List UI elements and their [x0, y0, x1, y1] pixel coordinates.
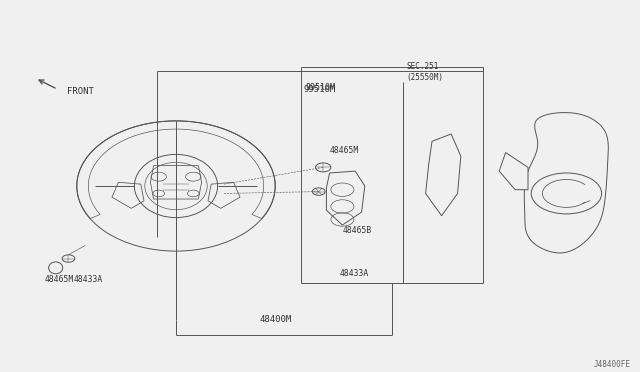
Text: J48400FE: J48400FE: [593, 360, 630, 369]
Polygon shape: [499, 153, 528, 190]
Text: SEC.251
(25550M): SEC.251 (25550M): [406, 62, 444, 82]
Polygon shape: [524, 113, 608, 253]
Text: 48465M: 48465M: [330, 146, 359, 155]
Text: 99510M: 99510M: [304, 85, 336, 94]
Text: 48465M: 48465M: [45, 275, 74, 283]
Text: 48465B: 48465B: [342, 226, 372, 235]
Text: 48433A: 48433A: [74, 275, 103, 283]
Text: 48400M: 48400M: [259, 315, 291, 324]
Polygon shape: [426, 134, 461, 216]
Text: 99510M: 99510M: [305, 83, 335, 92]
Polygon shape: [326, 171, 365, 225]
Text: 48433A: 48433A: [339, 269, 369, 278]
Text: FRONT: FRONT: [67, 87, 94, 96]
